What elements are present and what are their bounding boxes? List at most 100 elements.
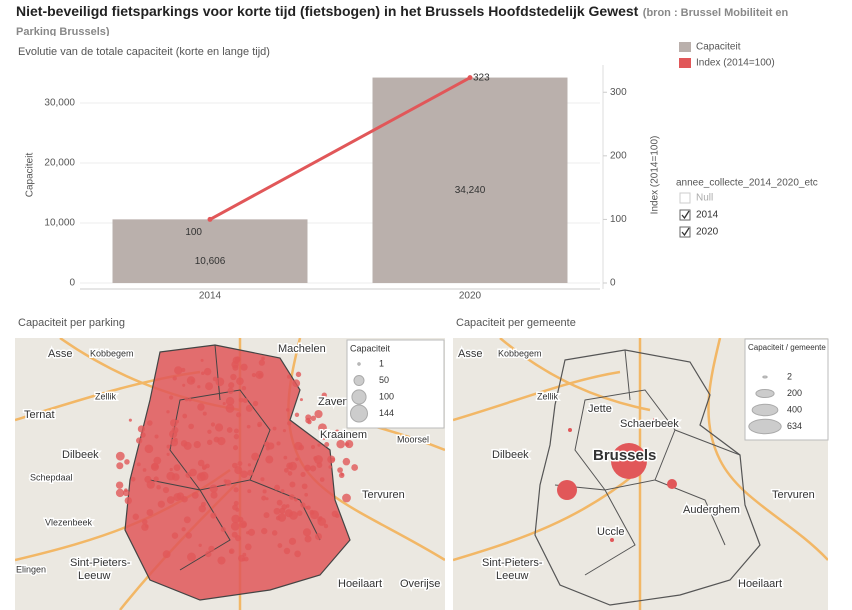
- legend-size-label: 100: [379, 391, 394, 401]
- legend-size-mark: [350, 404, 368, 423]
- map-dot: [295, 457, 299, 461]
- checkmark: [681, 227, 690, 237]
- map-dot: [214, 423, 224, 432]
- map-title: Capaciteit per gemeente: [456, 317, 576, 329]
- map-dot: [181, 367, 186, 373]
- map-dot: [202, 411, 207, 416]
- checkbox[interactable]: [679, 209, 691, 221]
- map-dot: [294, 412, 300, 417]
- place-label: Ternat: [24, 409, 55, 421]
- map-dot: [260, 477, 265, 482]
- map-dot: [337, 467, 343, 473]
- place-label: Asse: [458, 348, 482, 360]
- place-label: Overijse: [400, 578, 440, 590]
- map-dot: [294, 441, 303, 451]
- map-dot: [344, 442, 350, 447]
- map-dot: [238, 554, 245, 562]
- map-dot: [313, 455, 323, 464]
- map-dot: [208, 545, 215, 553]
- map-dot: [283, 455, 288, 460]
- map-dot: [144, 444, 154, 454]
- map-dot: [222, 401, 226, 406]
- region: [534, 349, 761, 606]
- map-dot: [128, 418, 132, 422]
- map-dot: [225, 396, 235, 406]
- map-dot: [246, 531, 250, 535]
- map-dot: [156, 484, 161, 490]
- legend-size-mark: [351, 389, 367, 405]
- map-dot: [267, 442, 275, 450]
- filter-label: 2014: [696, 210, 719, 221]
- map-dot: [225, 404, 235, 413]
- map-dot: [241, 385, 247, 391]
- map-dot: [231, 531, 238, 538]
- map-dot: [273, 507, 281, 515]
- map-dot: [199, 471, 209, 481]
- legend-size-mark: [357, 362, 361, 366]
- map-dot: [276, 499, 283, 506]
- map-dot: [223, 479, 227, 483]
- map-dot: [198, 505, 206, 513]
- map-dot: [284, 509, 293, 518]
- map-dot: [307, 419, 312, 425]
- map-dot: [288, 537, 297, 545]
- legend-size-label: 144: [379, 408, 394, 418]
- map-bubble: [568, 428, 572, 432]
- map-dot: [197, 403, 205, 411]
- map-dot: [319, 477, 325, 482]
- map-dot: [246, 424, 251, 429]
- legend-size-label: 634: [787, 421, 802, 431]
- y2-tick-label: 300: [610, 87, 627, 98]
- place-label: Auderghem: [683, 504, 740, 516]
- map-dot: [265, 455, 274, 464]
- map-dot: [240, 470, 248, 478]
- legend-title: Capaciteit: [350, 343, 391, 353]
- map-dot: [186, 376, 196, 385]
- map-dot: [294, 498, 298, 502]
- legend-size-mark: [755, 388, 775, 399]
- map-dot: [340, 472, 344, 476]
- map-dot: [175, 419, 180, 424]
- map-dot: [255, 370, 264, 379]
- y2-axis-label: Index (2014=100): [650, 136, 661, 215]
- map-dot: [292, 379, 301, 388]
- map-dot: [283, 547, 291, 555]
- checkmark: [681, 210, 690, 220]
- y-tick-label: 0: [69, 278, 75, 289]
- map-dot: [283, 467, 289, 473]
- map-dot: [280, 489, 285, 493]
- map-dot: [232, 504, 239, 511]
- map-dot: [276, 441, 281, 446]
- map-dot: [236, 412, 242, 418]
- map-dot: [295, 371, 302, 378]
- map-dot: [334, 429, 340, 435]
- legend-label: Index (2014=100): [696, 58, 775, 69]
- legend-size-mark: [353, 374, 365, 387]
- municipality-border: [554, 349, 741, 576]
- place-label: Brussels: [593, 447, 656, 464]
- map-dot: [236, 377, 244, 385]
- map-dot: [228, 382, 235, 389]
- map-dot: [240, 363, 248, 371]
- filter-label: 2020: [696, 227, 719, 238]
- map-dot: [233, 445, 239, 451]
- map-dot: [198, 543, 202, 547]
- map-dot: [197, 459, 205, 467]
- map-dot: [205, 382, 214, 391]
- map-dot: [233, 433, 240, 440]
- map-dot: [206, 439, 213, 445]
- map-dot: [203, 367, 212, 376]
- line: [209, 76, 471, 221]
- map-dot: [288, 461, 298, 471]
- checkbox[interactable]: [679, 226, 691, 238]
- map-dot: [300, 502, 306, 508]
- checkbox[interactable]: [679, 192, 691, 204]
- map-dot: [304, 492, 309, 497]
- map-dot: [241, 522, 247, 528]
- legend-swatch: [679, 58, 691, 68]
- map-dot: [281, 504, 287, 510]
- map-dot: [183, 516, 191, 524]
- filter-title: annee_collecte_2014_2020_etc: [676, 178, 818, 189]
- map-dot: [229, 549, 233, 554]
